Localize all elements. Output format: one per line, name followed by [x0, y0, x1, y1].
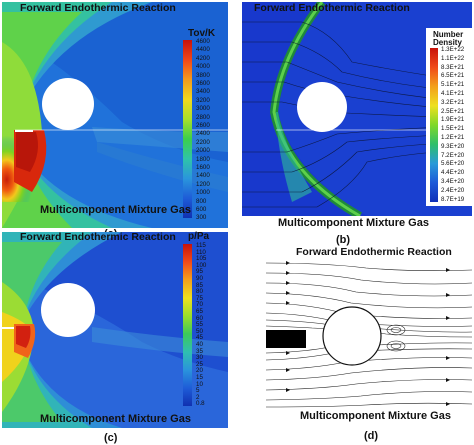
colorbar-b-ticks: 1.3E+22 1.1E+22 8.3E+21 6.5E+21 5.1E+21 4.1E+… [441, 46, 474, 204]
tick-b-12: 7.2E+20 [441, 151, 465, 159]
tick-a-8: 3000 [196, 105, 210, 113]
tick-c-4: 95 [196, 268, 203, 276]
tick-c-17: 30 [196, 354, 203, 362]
tick-c-18: 25 [196, 360, 203, 368]
colorbar-b-title-1: Number [433, 30, 464, 39]
tick-b-5: 4.1E+21 [441, 90, 465, 97]
tick-a-19: 800 [196, 197, 207, 205]
tick-c-12: 55 [196, 321, 203, 329]
tick-c-0: 115 [196, 242, 206, 249]
tick-a-13: 2000 [196, 147, 210, 155]
tick-a-6: 3400 [196, 88, 210, 96]
colorbar-a [183, 40, 192, 218]
tick-b-3: 6.5E+21 [441, 72, 465, 80]
panel-c-subtitle: Multicomponent Mixture Gas [40, 413, 191, 425]
tick-a-5: 3600 [196, 80, 210, 87]
tick-b-2: 8.3E+21 [441, 63, 465, 71]
tick-b-7: 2.5E+21 [441, 107, 465, 115]
tick-a-15: 1600 [196, 164, 210, 171]
colorbar-c-title: p/Pa [188, 231, 210, 242]
panel-d-subtitle: Multicomponent Mixture Gas [300, 410, 451, 422]
colorbar-b [430, 48, 438, 202]
tick-a-2: 4200 [196, 54, 210, 62]
tick-c-8: 75 [196, 294, 203, 302]
panel-d-title: Forward Endothermic Reaction [296, 246, 452, 258]
tick-b-17: 8.7E+19 [441, 195, 465, 203]
tick-c-15: 40 [196, 341, 203, 348]
tick-a-1: 4400 [196, 46, 210, 54]
tick-a-21: 300 [196, 214, 207, 222]
contour-panel-a [2, 2, 228, 228]
tick-b-13: 5.6E+20 [441, 160, 465, 168]
tick-c-7: 80 [196, 288, 203, 296]
tick-a-7: 3200 [196, 96, 210, 104]
tick-b-15: 3.4E+20 [441, 178, 465, 185]
tick-c-19: 20 [196, 367, 203, 375]
tick-c-14: 45 [196, 334, 203, 342]
colorbar-b-title-2: Density [433, 38, 462, 47]
tick-c-13: 50 [196, 327, 203, 335]
panel-c-title: Forward Endothermic Reaction [20, 231, 176, 243]
tick-b-16: 2.4E+20 [441, 186, 465, 194]
tick-a-9: 2800 [196, 113, 210, 121]
tick-a-3: 4000 [196, 63, 210, 71]
contour-panel-b [242, 2, 472, 216]
cylinder-body-b [297, 82, 347, 132]
panel-b-letter: (b) [336, 234, 351, 246]
tick-c-20: 15 [196, 374, 203, 381]
panel-a-subtitle: Multicomponent Mixture Gas [40, 204, 191, 216]
panel-c-letter: (c) [104, 432, 118, 444]
tick-b-14: 4.4E+20 [441, 169, 465, 177]
tick-a-0: 4600 [196, 38, 210, 45]
colorbar-a-ticks: 4600 4400 4200 4000 3800 3600 3400 3200 3000 2800… [196, 38, 226, 222]
colorbar-c-ticks: 115 110 105 100 95 90 85 80 75 70 65 60 55 50 45 40 35 30… [196, 242, 226, 408]
tick-b-9: 1.5E+21 [441, 125, 465, 133]
cylinder-body-a [42, 78, 94, 130]
contour-panel-c [2, 232, 228, 428]
tick-c-2: 105 [196, 255, 207, 263]
tick-c-16: 35 [196, 347, 203, 355]
tick-c-6: 85 [196, 281, 203, 289]
tick-b-11: 9.3E+20 [441, 142, 465, 150]
panel-a-title: Forward Endothermic Reaction [20, 2, 176, 14]
panel-b-subtitle: Multicomponent Mixture Gas [278, 217, 429, 229]
tick-b-1: 1.1E+22 [441, 54, 465, 62]
tick-c-11: 60 [196, 314, 203, 322]
tick-a-18: 1000 [196, 189, 210, 197]
tick-c-3: 100 [196, 261, 207, 269]
tick-b-8: 1.9E+21 [441, 116, 465, 124]
cylinder-body-d [322, 306, 382, 366]
tick-a-16: 1400 [196, 172, 210, 180]
tick-c-5: 90 [196, 275, 203, 282]
cylinder-body-c [41, 283, 95, 337]
tick-b-0: 1.3E+22 [441, 46, 465, 53]
tick-a-10: 2600 [196, 122, 210, 129]
tick-a-11: 2400 [196, 130, 210, 138]
tick-c-1: 110 [196, 248, 206, 256]
tick-a-17: 1200 [196, 180, 210, 188]
streamline-panel-d [266, 258, 472, 408]
colorbar-c [183, 244, 192, 406]
colorbar-a-title: Tov/K [188, 28, 216, 39]
tick-a-14: 1800 [196, 155, 210, 163]
tick-c-10: 65 [196, 308, 203, 315]
tick-b-4: 5.1E+21 [441, 81, 465, 89]
tick-a-4: 3800 [196, 71, 210, 79]
tick-c-21: 10 [196, 380, 203, 388]
tick-c-9: 70 [196, 301, 203, 309]
tick-c-22: 5 [196, 387, 200, 395]
panel-b-title: Forward Endothermic Reaction [254, 2, 410, 14]
tick-a-20: 600 [196, 206, 207, 213]
tick-b-6: 3.2E+21 [441, 98, 465, 106]
tick-a-12: 2200 [196, 138, 210, 146]
tick-b-10: 1.2E+21 [441, 134, 465, 141]
tick-c-24: 0.8 [196, 400, 205, 408]
tick-c-23: 2 [196, 393, 200, 401]
panel-d-letter: (d) [364, 430, 379, 442]
